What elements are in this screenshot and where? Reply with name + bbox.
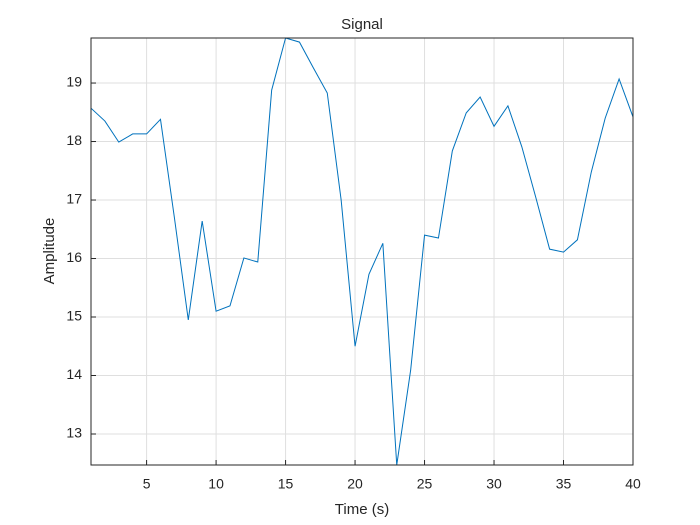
x-tick-label: 40: [625, 476, 641, 492]
y-tick-label: 17: [66, 191, 82, 207]
y-axis-label: Amplitude: [41, 218, 58, 285]
x-tick-label: 20: [347, 476, 363, 492]
data-line: [90, 37, 634, 466]
y-tick-label: 16: [66, 249, 82, 265]
x-axis-label: Time (s): [335, 501, 389, 518]
data-layer: [90, 37, 634, 466]
y-tick-label: 18: [66, 132, 82, 148]
y-tick-label: 15: [66, 308, 82, 324]
y-tick-label: 14: [66, 366, 82, 382]
x-tick-label: 15: [278, 476, 294, 492]
x-tick-label: 25: [417, 476, 433, 492]
x-tick-label: 5: [143, 476, 151, 492]
y-tick-label: 13: [66, 425, 82, 441]
x-tick-label: 30: [486, 476, 502, 492]
x-tick-label: 35: [556, 476, 572, 492]
plot-area: [91, 38, 633, 465]
axes-box: [90, 37, 634, 466]
x-tick-label: 10: [208, 476, 224, 492]
chart-title: Signal: [341, 16, 383, 33]
y-tick-label: 19: [66, 74, 82, 90]
